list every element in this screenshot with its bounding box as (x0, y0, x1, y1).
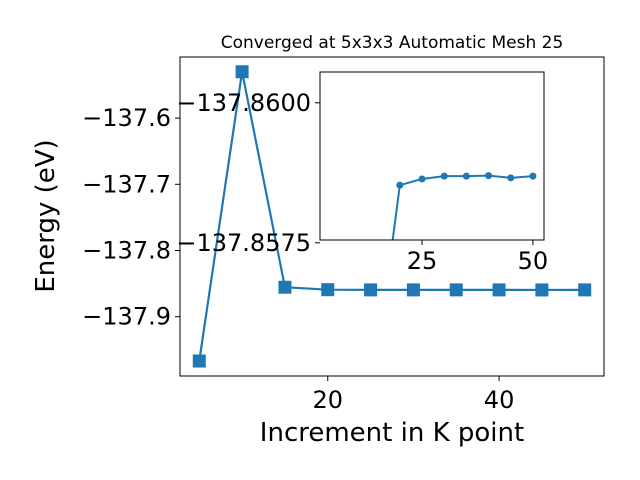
inset-series-line (391, 174, 533, 240)
main-data-point (364, 283, 378, 297)
inset-data-point (462, 172, 470, 180)
inset-y-tick-label: −137.8575 (176, 229, 311, 257)
inset-data-point (396, 181, 404, 189)
inset-data-point (440, 172, 448, 180)
chart-title: Converged at 5x3x3 Automatic Mesh 25 (221, 33, 564, 53)
main-y-tick-label: −137.8 (82, 236, 171, 264)
main-data-point (321, 283, 335, 297)
main-frame (179, 56, 605, 377)
main-data-point (492, 283, 506, 297)
main-x-tick-label: 40 (484, 386, 515, 414)
inset-data-point (418, 175, 426, 183)
main-data-point (278, 280, 292, 294)
main-data-point (449, 283, 463, 297)
inset-data-point (507, 174, 515, 182)
y-axis-label: Energy (eV) (31, 139, 61, 292)
main-y-tick-label: −137.7 (82, 170, 171, 198)
inset-frame (319, 71, 545, 241)
main-x-tick-label: 20 (312, 386, 343, 414)
main-y-tick-label: −137.9 (82, 303, 171, 331)
x-axis-label: Increment in K point (260, 418, 524, 448)
main-data-point (406, 283, 420, 297)
inset-axes: 25 50 −137.8600 −137.8575 (176, 71, 549, 275)
inset-data-point (529, 172, 537, 180)
inset-y-tick-label: −137.8600 (176, 89, 311, 117)
main-y-tick-label: −137.6 (82, 104, 171, 132)
main-data-point (578, 283, 592, 297)
inset-data-point (485, 172, 493, 180)
inset-x-tick-label: 25 (407, 247, 438, 275)
main-axes: 20 40 −137.6 −137.7 −137.8 −137.9 (82, 56, 605, 414)
main-data-point (192, 354, 206, 368)
inset-x-tick-label: 50 (518, 247, 549, 275)
main-data-point (535, 283, 549, 297)
main-series-line (198, 71, 585, 362)
main-data-point (235, 65, 249, 79)
